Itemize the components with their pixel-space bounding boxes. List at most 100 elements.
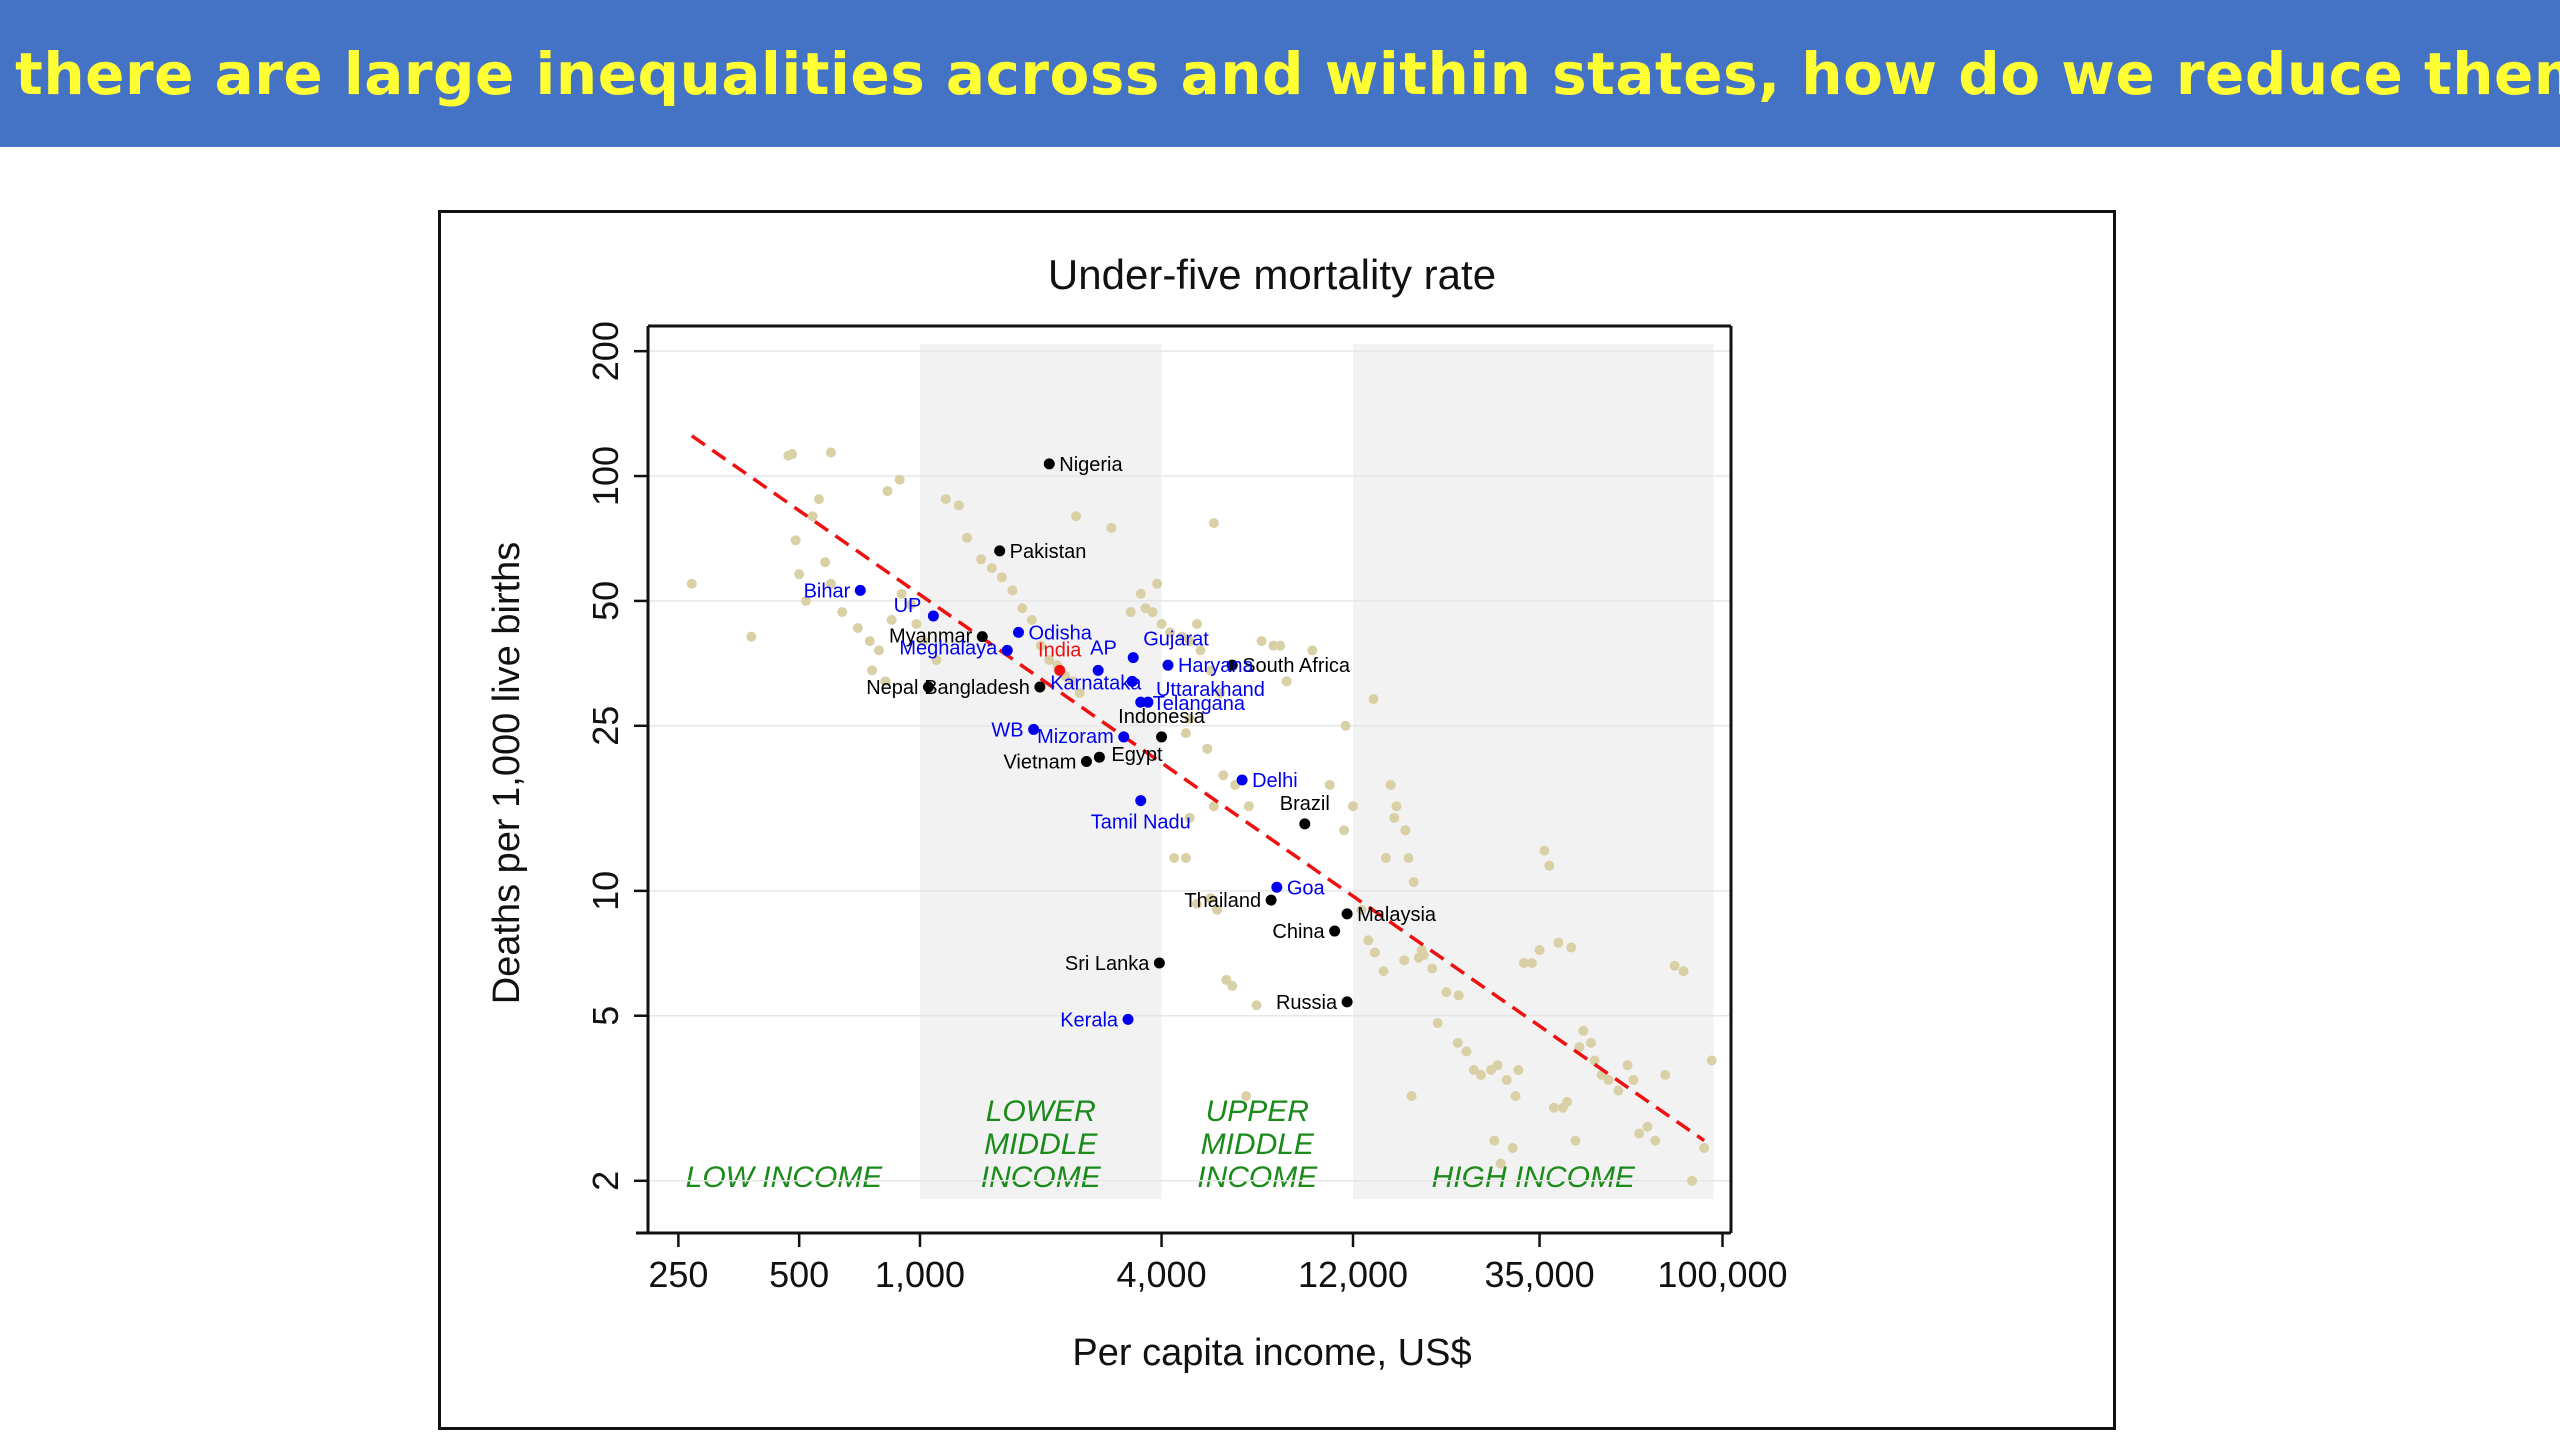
point-label-delhi: Delhi	[1252, 770, 1298, 792]
point-nigeria	[1043, 458, 1055, 470]
background-point	[1191, 618, 1202, 629]
background-point	[1156, 618, 1167, 629]
background-point	[911, 618, 922, 629]
background-point	[820, 557, 831, 568]
axes: 250 500 1,000 4,000 12,000 35,000 100,00025102…	[585, 321, 1788, 1295]
background-point	[1634, 1128, 1645, 1139]
background-point	[1184, 713, 1195, 724]
background-point	[1368, 694, 1379, 705]
point-label-bihar: Bihar	[804, 580, 851, 602]
background-point	[867, 665, 878, 676]
background-point	[1177, 631, 1188, 642]
point-goa	[1271, 881, 1283, 893]
point-pakistan	[994, 545, 1006, 557]
background-point	[1348, 801, 1359, 812]
background-point	[1256, 636, 1267, 647]
point-label-thailand: Thailand	[1184, 890, 1261, 912]
point-label-indonesia: Indonesia	[1118, 706, 1206, 728]
background-point	[1208, 518, 1219, 529]
background-point	[1218, 770, 1229, 781]
background-point	[807, 511, 818, 522]
point-kerala	[1122, 1013, 1134, 1025]
background-point	[1468, 1064, 1479, 1075]
x-tick-label: 12,000	[1298, 1254, 1408, 1295]
income-band-label-line: LOWER	[986, 1095, 1096, 1128]
background-point	[1548, 1102, 1559, 1113]
background-point	[825, 578, 836, 589]
point-label-gujarat: Gujarat	[1143, 629, 1209, 651]
point-label-south-africa: South Africa	[1242, 655, 1351, 677]
chart-title: Under-five mortality rate	[1048, 251, 1496, 298]
background-point	[1169, 853, 1180, 864]
income-band-label-line: MIDDLE	[984, 1128, 1098, 1161]
background-point	[1191, 898, 1202, 909]
background-point	[1403, 853, 1414, 864]
background-point	[825, 447, 836, 458]
point-label-vietnam: Vietnam	[1003, 752, 1076, 774]
background-point	[1418, 950, 1429, 961]
point-karnataka	[1126, 675, 1138, 687]
background-point	[1539, 845, 1550, 856]
trend-line-group	[690, 434, 1706, 1143]
income-band-3	[1353, 344, 1714, 1199]
background-point	[1578, 1025, 1589, 1036]
background-point	[1475, 1069, 1486, 1080]
background-point	[931, 655, 942, 666]
background-point	[686, 578, 697, 589]
background-point	[1427, 963, 1438, 974]
background-point	[1699, 1142, 1710, 1153]
point-label-bangladesh: Bangladesh	[924, 677, 1030, 699]
background-point	[794, 569, 805, 580]
income-band-label-line: INCOME	[1197, 1161, 1318, 1194]
background-point	[1241, 1091, 1252, 1102]
background-point	[1589, 1055, 1600, 1066]
background-point	[1518, 958, 1529, 969]
x-tick-label: 500	[769, 1254, 829, 1295]
income-band-label-line: MIDDLE	[1201, 1128, 1315, 1161]
y-tick-label: 100	[585, 446, 626, 506]
background-point	[1007, 585, 1018, 596]
point-label-india: India	[1038, 639, 1082, 661]
background-point	[1574, 1042, 1585, 1053]
background-point	[1205, 665, 1216, 676]
background-point	[894, 474, 905, 485]
background-point	[906, 599, 917, 610]
x-tick-label: 250	[648, 1254, 708, 1295]
point-haryana	[1162, 659, 1174, 671]
point-delhi	[1236, 774, 1248, 786]
point-nepal	[922, 681, 934, 693]
background-point	[1067, 676, 1078, 687]
point-gujarat	[1127, 652, 1139, 664]
background-point	[787, 449, 798, 460]
background-point	[1461, 1046, 1472, 1057]
background-point	[1363, 935, 1374, 946]
background-point	[1408, 877, 1419, 888]
background-point	[1706, 1055, 1717, 1066]
x-tick-label: 35,000	[1484, 1254, 1594, 1295]
background-point	[1378, 966, 1389, 977]
background-point	[1660, 1069, 1671, 1080]
point-label-ap: AP	[1090, 637, 1117, 659]
background-point	[1613, 1085, 1624, 1096]
background-point	[1017, 603, 1028, 614]
background-point	[1356, 904, 1367, 915]
background-point	[896, 588, 907, 599]
background-point	[886, 614, 897, 625]
background-point	[1106, 522, 1117, 533]
background-point	[1307, 645, 1318, 656]
background-point	[1184, 812, 1195, 823]
background-point	[1071, 511, 1082, 522]
point-brazil	[1299, 818, 1311, 830]
point-indonesia	[1156, 731, 1168, 743]
background-point	[976, 554, 987, 565]
income-band-label-line: HIGH INCOME	[1432, 1161, 1636, 1194]
point-telangana	[1135, 696, 1147, 708]
background-point	[1603, 1074, 1614, 1085]
chart-frame: LOW INCOME LOWER MIDDLE INCOME UPPER MIDDLE IN…	[438, 210, 2116, 1430]
point-egypt	[1093, 751, 1105, 763]
background-point	[1184, 636, 1195, 647]
background-point	[1035, 640, 1046, 651]
background-point	[1642, 1121, 1653, 1132]
background-point	[813, 494, 824, 505]
point-label-nepal: Nepal	[866, 677, 918, 699]
